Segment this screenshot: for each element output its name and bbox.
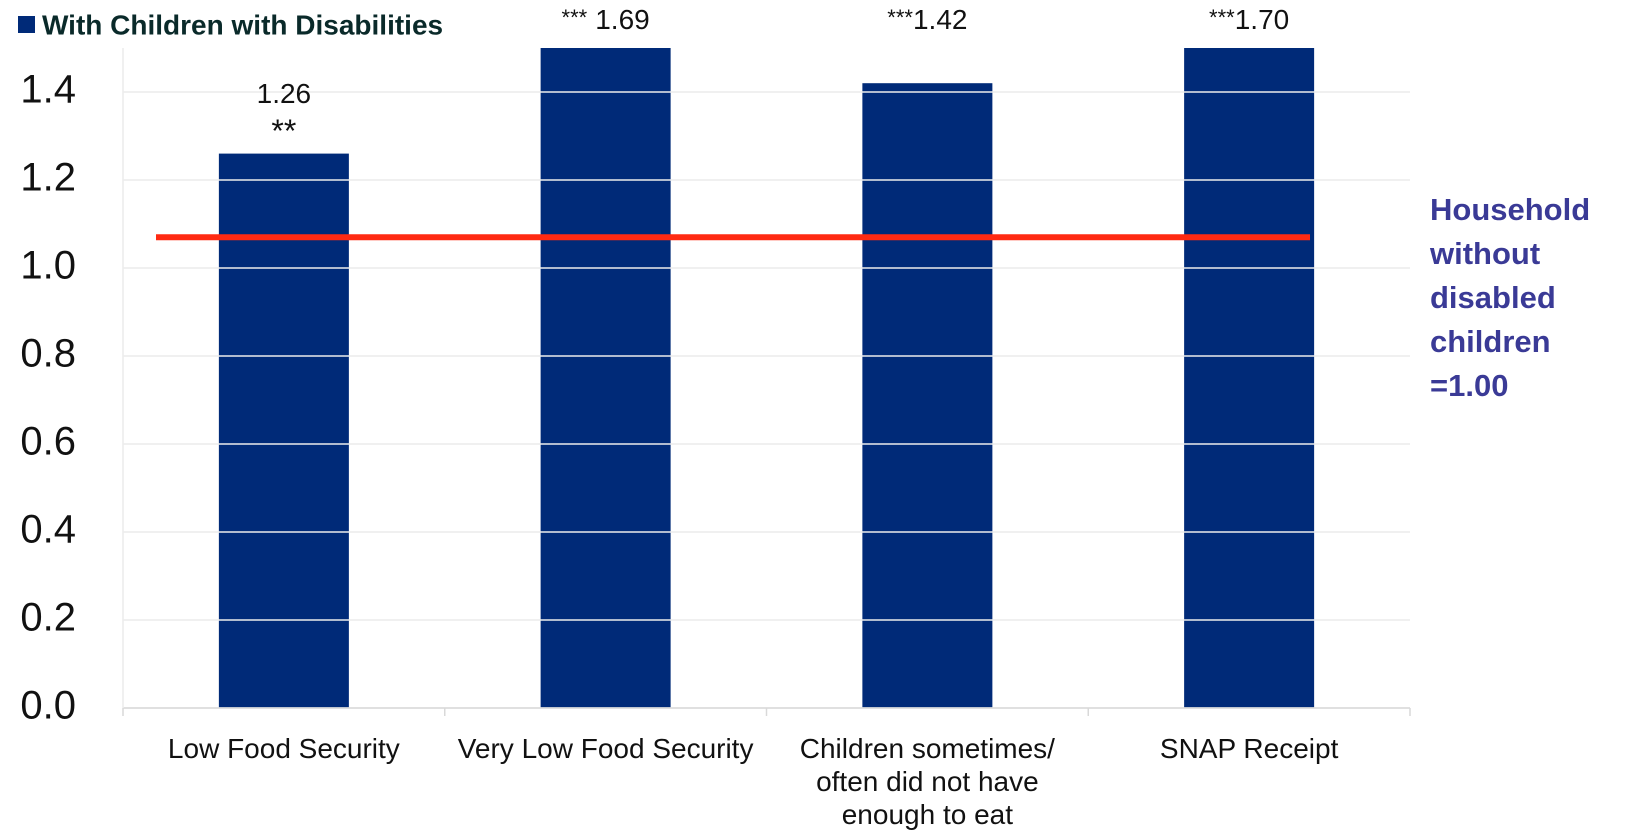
x-tick-label: Children sometimes/ often did not have e… [799,733,1055,830]
annotation-line: without [1429,236,1540,271]
y-tick-label: 0.4 [20,508,76,552]
value-label: 1.69 [595,4,650,35]
significance-label: *** [1209,5,1235,30]
legend-swatch [18,16,35,33]
y-tick-label: 0.0 [20,684,76,728]
annotation-line: Household [1430,192,1590,227]
value-label: 1.70 [1235,4,1290,35]
bar [218,153,349,709]
x-tick-label: Low Food Security [167,733,400,764]
bar [1184,48,1315,708]
y-tick-label: 1.2 [20,156,76,200]
significance-label: *** [562,5,588,30]
y-tick-label: 0.8 [20,332,76,376]
x-tick-label: Very Low Food Security [457,733,754,764]
significance-label: ** [271,113,296,149]
y-tick-label: 0.6 [20,420,76,464]
significance-label: *** [887,5,913,30]
bar [540,48,671,708]
value-label-group: ***1.42 [887,4,967,35]
annotation-line: =1.00 [1430,368,1508,403]
y-tick-label: 0.2 [20,596,76,640]
annotation-line: children [1430,324,1551,359]
value-label-group: ***1.70 [1209,4,1289,35]
y-tick-label: 1.0 [20,244,76,288]
annotation-line: disabled [1430,280,1556,315]
value-label: 1.42 [913,4,968,35]
bar [862,83,993,708]
legend-label: With Children with Disabilities [42,9,443,40]
value-label: 1.26 [257,78,312,109]
value-label-group: *** 1.69 [562,4,650,35]
y-tick-label: 1.4 [20,68,76,112]
x-tick-label: SNAP Receipt [1159,733,1339,764]
